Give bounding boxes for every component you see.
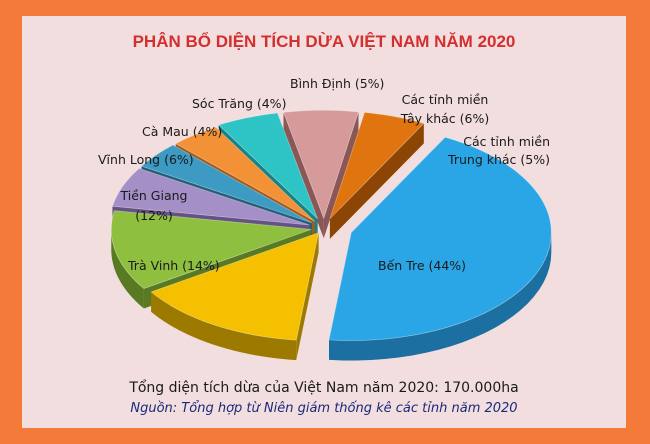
label-trung-khac-line2: Trung khác (5%) — [448, 152, 550, 167]
slice-2-rim-0 — [111, 229, 144, 309]
label-soc-trang: Sóc Trăng (4%) — [192, 96, 287, 111]
label-tay-khac: Các tỉnh miền Tây khác (6%) — [390, 92, 500, 127]
slice-1-edge-0 — [296, 232, 319, 361]
slice-5-top — [174, 126, 315, 222]
slice-1-top — [150, 232, 320, 341]
slice-8-edge-1 — [329, 123, 424, 239]
chart-title: PHÂN BỔ DIỆN TÍCH DỪA VIỆT NAM NĂM 2020 — [132, 32, 516, 51]
slice-7-edge-1 — [323, 111, 359, 239]
label-ben-tre: Bến Tre (44%) — [378, 258, 467, 273]
label-trung-khac: Các tỉnh miền Trung khác (5%) — [432, 134, 550, 168]
total-area-note: Tổng diện tích dừa của Việt Nam năm 2020… — [129, 380, 519, 396]
label-binh-dinh: Bình Định (5%) — [290, 76, 385, 91]
slice-3-top — [111, 167, 310, 226]
slice-4-top — [140, 144, 313, 224]
slice-0-top — [328, 136, 552, 341]
label-trung-khac-line1: Các tỉnh miền — [463, 134, 550, 149]
slice-8-top — [329, 111, 425, 220]
label-ca-mau: Cà Mau (4%) — [142, 124, 223, 139]
slice-0-rim-0 — [329, 232, 552, 361]
label-tra-vinh: Trà Vinh (14%) — [128, 258, 220, 273]
source-note: Nguồn: Tổng hợp từ Niên giám thống kê cá… — [130, 401, 518, 416]
label-tien-giang-line1: Tiền Giang — [120, 188, 188, 203]
slice-7-top — [282, 109, 360, 220]
label-tay-khac-line2: Tây khác (6%) — [400, 111, 490, 126]
slice-1-rim-0 — [151, 291, 297, 361]
label-vinh-long: Vĩnh Long (6%) — [98, 152, 194, 167]
label-tien-giang-line2: (12%) — [135, 208, 173, 223]
label-tay-khac-line1: Các tỉnh miền — [401, 92, 489, 107]
slice-2-top — [110, 210, 312, 289]
chart-frame: PHÂN BỔ DIỆN TÍCH DỪA VIỆT NAM NĂM 2020 … — [22, 16, 626, 428]
pie-chart — [110, 109, 552, 361]
slice-6-top — [218, 112, 318, 220]
slice-7-edge-0 — [283, 112, 324, 239]
label-tien-giang: Tiền Giang (12%) — [114, 188, 194, 224]
